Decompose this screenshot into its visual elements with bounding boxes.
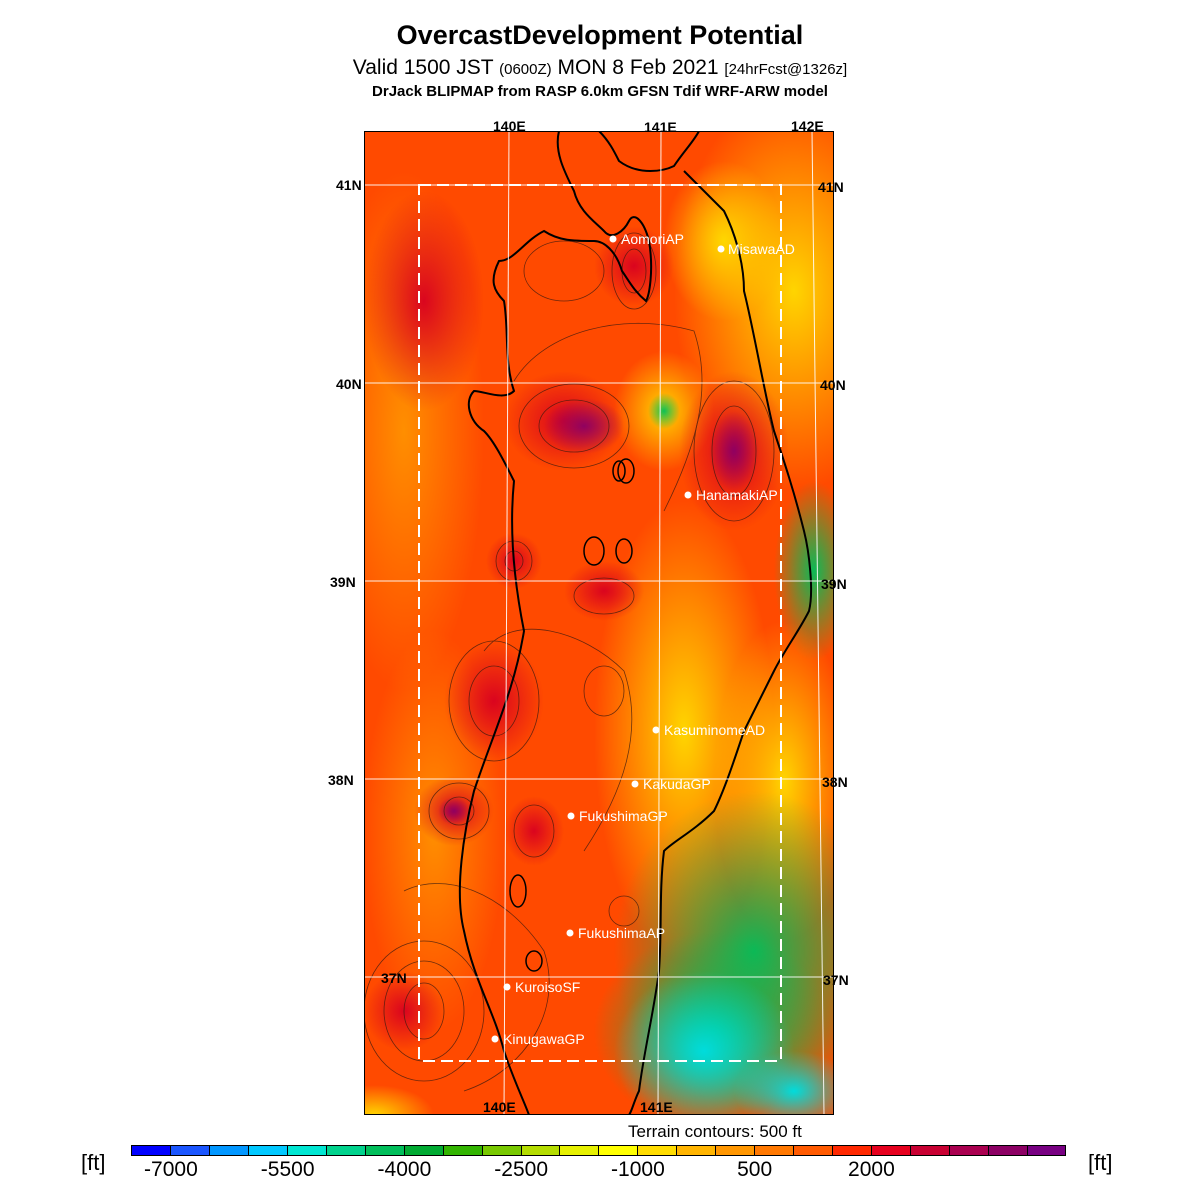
colorbar-label: -2500 — [494, 1158, 549, 1181]
forecast-date: MON 8 Feb 2021 — [557, 56, 719, 79]
colorbar-swatch — [132, 1146, 171, 1156]
valid-time-line: Valid 1500 JST (0600Z) MON 8 Feb 2021 [2… — [0, 56, 1200, 80]
lat-label-left: 39N — [330, 574, 356, 590]
lat-label-right: 41N — [818, 179, 844, 195]
forecast-info: [24hrFcst@1326z] — [724, 61, 848, 78]
unit-label-right: [ft] — [1088, 1150, 1113, 1175]
lat-label-right: 37N — [823, 972, 849, 988]
lakes — [509, 458, 635, 972]
station-label: KuroisoSF — [515, 979, 580, 995]
colorbar-swatch — [794, 1146, 834, 1156]
station-dot-hanamaki — [684, 491, 692, 499]
station-markers — [491, 235, 725, 1043]
colorbar-swatch — [404, 1146, 444, 1156]
colorbar-swatch — [482, 1146, 522, 1156]
field-small-green — [648, 393, 680, 429]
colorbar-swatch — [560, 1146, 600, 1156]
colorbar-label: 500 — [737, 1158, 773, 1181]
colorbar-swatch — [677, 1146, 717, 1156]
colorbar-swatch — [521, 1146, 561, 1156]
lon-label-top: 142E — [791, 118, 824, 134]
colorbar-swatch — [170, 1146, 210, 1156]
colorbar-swatch — [950, 1146, 989, 1156]
colorbar-label: -4000 — [377, 1158, 432, 1181]
colorbar-swatch — [1027, 1146, 1066, 1156]
station-dot-fukushima-gp — [567, 812, 575, 820]
cell-7-core — [438, 797, 470, 825]
colorbar-label: -1000 — [611, 1158, 665, 1181]
station-dot-misawa — [717, 245, 725, 253]
valid-time: Valid 1500 JST — [352, 56, 494, 79]
station-label: KasuminomeAD — [664, 722, 765, 738]
station-dot-kinugawa — [491, 1035, 499, 1043]
colorbar-swatch — [638, 1146, 678, 1156]
lon-label-bottom: 141E — [640, 1099, 673, 1115]
utc-time: (0600Z) — [499, 61, 552, 78]
station-dot-aomori — [609, 235, 617, 243]
colorbar-swatch — [716, 1146, 756, 1156]
station-label: MisawaAD — [728, 241, 795, 257]
colorbar-label: -7000 — [144, 1158, 198, 1181]
lat-label-right: 38N — [822, 774, 848, 790]
station-label: FukushimaAP — [578, 925, 665, 941]
model-line: DrJack BLIPMAP from RASP 6.0km GFSN Tdif… — [372, 83, 828, 100]
map-frame — [364, 131, 834, 1115]
forecast-map: AomoriAP MisawaAD HanamakiAP KasuminomeA… — [364, 131, 834, 1115]
map-title: OvercastDevelopment Potential — [396, 20, 804, 50]
lon-label-top: 140E — [493, 118, 526, 134]
graticule — [364, 131, 834, 1115]
station-dot-kakuda — [631, 780, 639, 788]
field-sw-yellow — [364, 1085, 434, 1115]
station-label: AomoriAP — [621, 231, 684, 247]
lat-label-right: 39N — [821, 576, 847, 592]
colorbar-swatch — [365, 1146, 405, 1156]
colorbar-swatch — [326, 1146, 366, 1156]
lat-label-left: 37N — [381, 970, 407, 986]
cell-10 — [364, 191, 484, 411]
colorbar-label: -5500 — [260, 1158, 315, 1181]
field-se-cyan-2 — [734, 1051, 834, 1115]
station-labels: AomoriAP MisawaAD HanamakiAP KasuminomeA… — [503, 231, 795, 1047]
colorbar-swatch — [209, 1146, 249, 1156]
lon-label-top: 141E — [644, 119, 677, 135]
station-label: HanamakiAP — [696, 487, 778, 503]
cell-1-core — [544, 398, 624, 454]
colorbar-label: 2000 — [848, 1158, 895, 1181]
colorbar-swatch — [911, 1146, 951, 1156]
cell-8 — [504, 796, 564, 866]
lat-label-left: 38N — [328, 772, 354, 788]
colorbar-swatch — [833, 1146, 873, 1156]
lat-label-right: 40N — [820, 377, 846, 393]
colorbar-swatch — [248, 1146, 288, 1156]
cell-6 — [444, 641, 544, 761]
lat-label-left: 40N — [336, 376, 362, 392]
colorbar-swatch — [443, 1146, 483, 1156]
coastline — [458, 131, 813, 1115]
cell-2-core — [709, 411, 759, 491]
field-east-green — [774, 481, 834, 661]
terrain-note: Terrain contours: 500 ft — [628, 1122, 802, 1141]
lon-label-bottom: 140E — [483, 1099, 516, 1115]
colorbar-swatch — [599, 1146, 639, 1156]
domain-box — [418, 184, 782, 1062]
station-dot-fukushima-ap — [566, 929, 574, 937]
station-label: KinugawaGP — [503, 1031, 585, 1047]
lat-label-left: 41N — [336, 177, 362, 193]
cell-5 — [564, 561, 644, 621]
colorbar-swatch — [988, 1146, 1028, 1156]
unit-label-left: [ft] — [81, 1150, 106, 1175]
colorbar — [132, 1146, 1066, 1156]
field-ne-yellow-2 — [664, 161, 784, 321]
station-label: FukushimaGP — [579, 808, 668, 824]
colorbar-swatch — [755, 1146, 795, 1156]
station-dot-kasuminome — [652, 726, 660, 734]
colorbar-swatch — [287, 1146, 327, 1156]
station-label: KakudaGP — [643, 776, 711, 792]
station-dot-kuroiso — [503, 983, 511, 991]
colorbar-swatch — [872, 1146, 912, 1156]
